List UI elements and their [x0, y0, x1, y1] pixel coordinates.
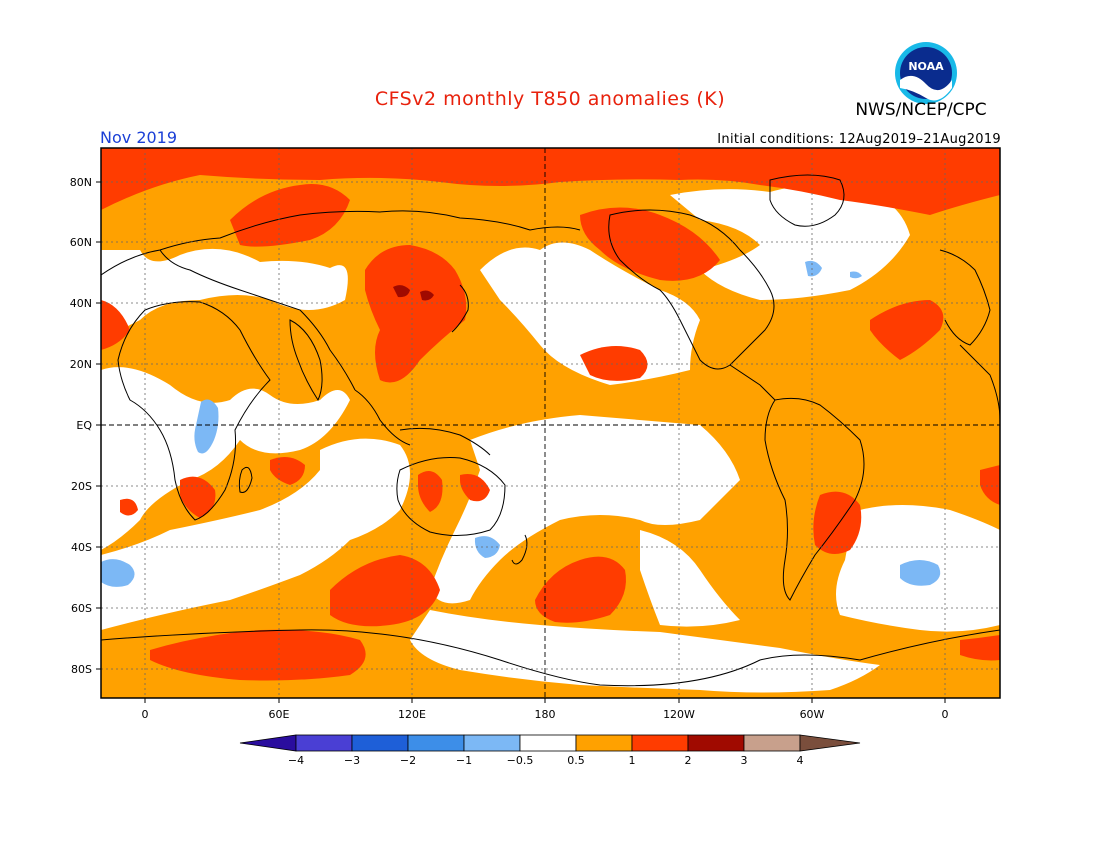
lat-label: 20N [70, 358, 92, 371]
lat-label: 60S [71, 602, 92, 615]
lat-label: 80N [70, 176, 92, 189]
coastlines [101, 174, 1000, 687]
anomaly-1-to-2-regions [101, 148, 1000, 681]
colorbar-swatch [407, 734, 465, 752]
lon-label: 120E [398, 708, 426, 721]
lon-label: 0 [142, 708, 149, 721]
colorbar-label: 4 [797, 754, 804, 767]
graticule [101, 148, 1000, 698]
lat-label: 20S [71, 480, 92, 493]
colorbar-arrow-low [239, 734, 297, 752]
colorbar-swatch [463, 734, 521, 752]
lat-label: 40S [71, 541, 92, 554]
colorbar-label: 1 [629, 754, 636, 767]
colorbar-swatch [687, 734, 745, 752]
lon-label: 120W [663, 708, 695, 721]
longitude-labels: 0 60E 120E 180 120W 60W 0 [142, 708, 949, 721]
colorbar: −4 −3 −2 −1 −0.5 0.5 1 2 3 4 [239, 734, 861, 767]
axis-ticks [96, 181, 946, 703]
map-title: CFSv2 monthly T850 anomalies (K) [374, 88, 726, 110]
colorbar-label: −3 [344, 754, 360, 767]
colorbar-label: −0.5 [507, 754, 534, 767]
latitude-labels: 80N 60N 40N 20N EQ 20S 40S 60S 80S [70, 176, 93, 676]
anomaly-2-to-3-regions [393, 285, 434, 301]
noaa-logo: NOAA [895, 42, 957, 104]
colorbar-label: −4 [288, 754, 304, 767]
lat-label: 40N [70, 297, 92, 310]
map-field [101, 148, 1000, 698]
colorbar-label: 3 [741, 754, 748, 767]
initial-conditions: Initial conditions: 12Aug2019–21Aug2019 [717, 132, 1001, 147]
lat-label: 60N [70, 236, 92, 249]
colorbar-swatch [519, 734, 577, 752]
noaa-logo-text: NOAA [908, 60, 944, 73]
colorbar-swatch [295, 734, 353, 752]
colorbar-swatch [743, 734, 801, 752]
colorbar-swatch [575, 734, 633, 752]
colorbar-label: −2 [400, 754, 416, 767]
colorbar-swatch [351, 734, 409, 752]
map-frame [100, 147, 1001, 699]
colorbar-arrow-high [799, 734, 861, 752]
agency-label: NWS/NCEP/CPC [855, 100, 987, 120]
colorbar-label: −1 [456, 754, 472, 767]
colorbar-label: 2 [685, 754, 692, 767]
lat-label: 80S [71, 663, 92, 676]
equator-dateline [101, 148, 1000, 698]
colorbar-label: 0.5 [567, 754, 585, 767]
lon-label: 180 [535, 708, 556, 721]
lon-label: 60W [800, 708, 825, 721]
colorbar-swatch [631, 734, 689, 752]
forecast-month: Nov 2019 [100, 128, 178, 147]
lat-label: EQ [76, 419, 92, 432]
near-normal-regions [101, 185, 1000, 693]
lon-label: 60E [269, 708, 290, 721]
lon-label: 0 [942, 708, 949, 721]
